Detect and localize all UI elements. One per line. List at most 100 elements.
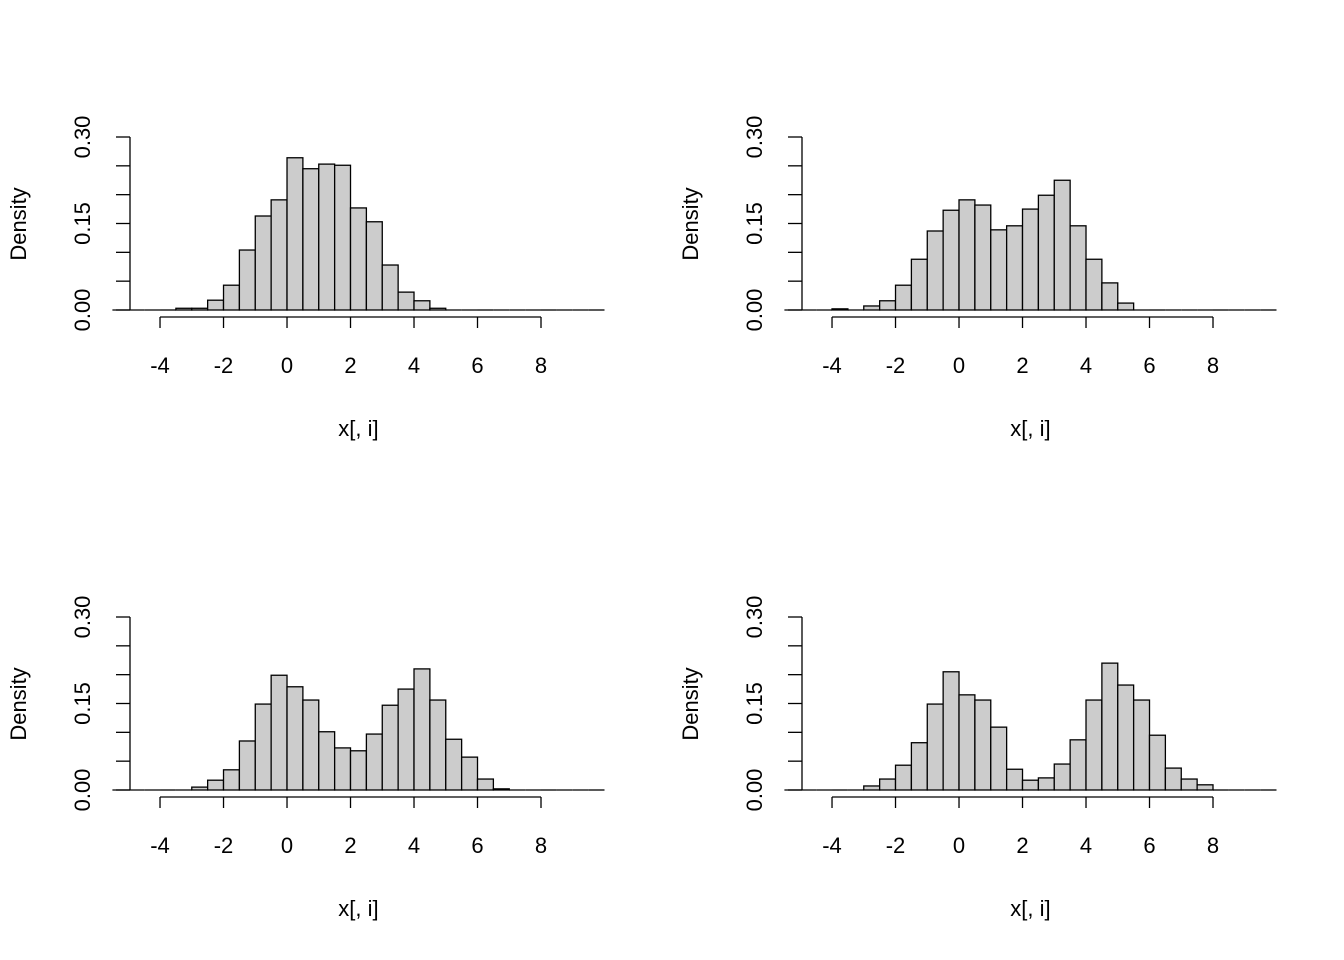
- bar: [445, 738, 463, 791]
- bar: [413, 668, 431, 791]
- x-tick-label: 8: [1207, 353, 1219, 378]
- y-tick-label: 0.00: [742, 769, 767, 812]
- bar: [1053, 763, 1071, 791]
- bar: [1132, 699, 1151, 791]
- bar: [1069, 225, 1087, 311]
- bar: [1005, 225, 1024, 311]
- x-tick-label: 2: [344, 353, 356, 378]
- bar: [974, 699, 992, 791]
- x-tick-label: 2: [1016, 833, 1028, 858]
- bar: [926, 703, 944, 791]
- bar: [397, 688, 415, 791]
- x-tick-label: 6: [471, 353, 483, 378]
- bar: [206, 299, 225, 311]
- y-tick-label: 0.15: [70, 682, 95, 725]
- bar: [910, 258, 928, 311]
- bar: [1196, 784, 1214, 791]
- bar: [1037, 777, 1055, 791]
- x-axis-label: x[, i]: [1010, 896, 1050, 921]
- bar: [958, 199, 976, 311]
- bar: [1085, 258, 1103, 311]
- bar: [349, 750, 368, 791]
- x-tick-label: 2: [1016, 353, 1028, 378]
- y-tick-label: 0.00: [70, 289, 95, 332]
- x-tick-label: 0: [953, 353, 965, 378]
- bar: [270, 199, 288, 311]
- bar: [1021, 779, 1040, 791]
- y-tick-label: 0.30: [742, 116, 767, 159]
- x-tick-label: -4: [150, 353, 170, 378]
- bar: [863, 305, 881, 311]
- x-tick-label: 4: [408, 833, 420, 858]
- bar: [958, 694, 976, 791]
- bar: [302, 699, 320, 791]
- x-tick-label: -2: [214, 353, 234, 378]
- bar: [333, 164, 352, 311]
- x-tick-label: 6: [1143, 353, 1155, 378]
- x-tick-label: 8: [535, 353, 547, 378]
- bar: [1037, 194, 1055, 311]
- bar: [1101, 662, 1119, 791]
- bar: [429, 307, 447, 311]
- x-tick-label: 0: [953, 833, 965, 858]
- y-tick-label: 0.30: [70, 116, 95, 159]
- y-axis-label: Density: [6, 187, 31, 260]
- bar: [1021, 208, 1040, 311]
- x-tick-label: 0: [281, 353, 293, 378]
- y-tick-label: 0.30: [70, 596, 95, 639]
- x-tick-label: 6: [471, 833, 483, 858]
- x-tick-label: -4: [822, 353, 842, 378]
- bar: [831, 308, 849, 311]
- x-tick-label: -2: [886, 833, 906, 858]
- y-axis-label: Density: [678, 187, 703, 260]
- bar: [365, 221, 383, 311]
- x-tick-label: 4: [1080, 353, 1092, 378]
- bar: [1085, 699, 1103, 791]
- bar: [222, 769, 241, 791]
- x-tick-label: -4: [822, 833, 842, 858]
- bar: [222, 284, 241, 311]
- x-tick-label: 6: [1143, 833, 1155, 858]
- bar: [238, 249, 256, 311]
- bar: [863, 785, 881, 791]
- bar: [1005, 768, 1024, 791]
- y-tick-label: 0.15: [742, 682, 767, 725]
- bar: [1148, 734, 1167, 791]
- x-tick-label: -2: [886, 353, 906, 378]
- bar: [1117, 302, 1135, 311]
- y-axis-label: Density: [6, 667, 31, 740]
- x-axis-label: x[, i]: [338, 896, 378, 921]
- bar: [238, 740, 256, 791]
- bar: [942, 209, 960, 311]
- bar: [910, 742, 928, 791]
- x-axis-label: x[, i]: [1010, 416, 1050, 441]
- bar: [365, 733, 383, 791]
- x-tick-label: -4: [150, 833, 170, 858]
- bar: [1180, 778, 1198, 791]
- bar: [942, 671, 960, 791]
- bar: [429, 699, 447, 791]
- bar: [1069, 739, 1087, 791]
- bar: [894, 284, 913, 311]
- x-tick-label: 8: [535, 833, 547, 858]
- x-tick-label: 2: [344, 833, 356, 858]
- x-tick-label: 0: [281, 833, 293, 858]
- y-tick-label: 0.00: [742, 289, 767, 332]
- x-tick-label: 4: [1080, 833, 1092, 858]
- bar: [413, 300, 431, 311]
- bar: [333, 747, 352, 791]
- bar: [1117, 684, 1135, 791]
- x-tick-label: 4: [408, 353, 420, 378]
- bar: [286, 157, 304, 311]
- bar: [286, 686, 304, 791]
- bar: [381, 264, 399, 311]
- bar: [397, 291, 415, 311]
- x-tick-label: -2: [214, 833, 234, 858]
- x-axis-label: x[, i]: [338, 416, 378, 441]
- bar: [318, 163, 336, 311]
- bar: [1101, 282, 1119, 311]
- bar: [254, 703, 272, 791]
- bar: [878, 300, 897, 311]
- bar: [381, 704, 399, 791]
